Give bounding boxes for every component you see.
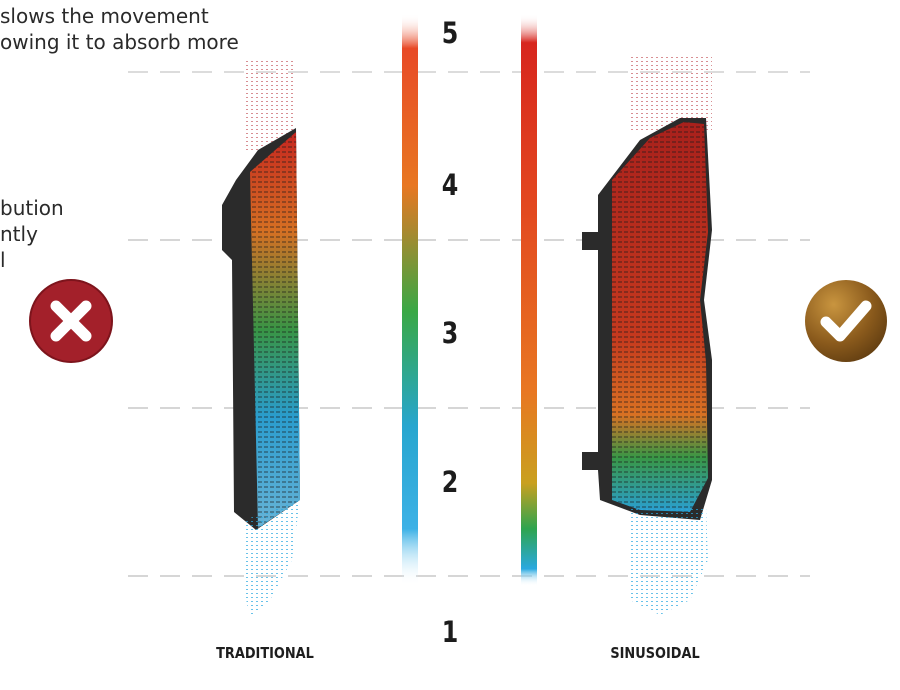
scale-level-2: 2 [441,465,459,499]
traditional-pad-illustration [222,60,300,618]
scale-level-5: 5 [441,16,459,50]
sinusoidal-caption: SINUSOIDAL [610,644,700,662]
cross-badge [29,279,113,363]
traditional-caption: TRADITIONAL [216,644,314,662]
intro-text-top: slows the movement owing it to absorb mo… [0,4,239,54]
check-icon [820,300,872,342]
sinusoidal-pad-illustration [582,55,712,615]
scale-level-1: 1 [441,615,459,649]
sinusoidal-color-bar [521,14,537,586]
intro-text-middle: bution ntly l [0,196,64,272]
check-badge [805,280,887,362]
traditional-color-bar [402,14,418,586]
cross-icon [50,300,92,342]
scale-level-4: 4 [441,168,459,202]
scale-level-3: 3 [441,316,459,350]
